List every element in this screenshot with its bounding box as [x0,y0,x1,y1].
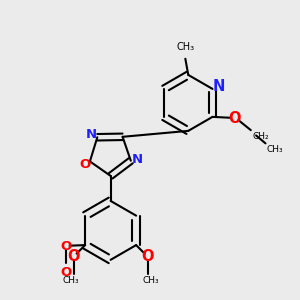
Text: O: O [228,111,241,126]
Text: O: O [68,249,80,264]
Text: N: N [85,128,96,141]
Text: CH₃: CH₃ [62,276,79,285]
Text: CH₂: CH₂ [252,132,269,141]
Text: O: O [73,277,74,278]
Text: CH₃: CH₃ [267,145,284,154]
Text: N: N [132,153,143,166]
Text: CH₃: CH₃ [176,42,194,52]
Text: O: O [79,158,90,171]
Text: O: O [60,266,72,279]
Text: O: O [60,240,72,253]
Text: N: N [213,79,225,94]
Text: O: O [141,249,154,264]
Text: CH₃: CH₃ [142,276,159,285]
